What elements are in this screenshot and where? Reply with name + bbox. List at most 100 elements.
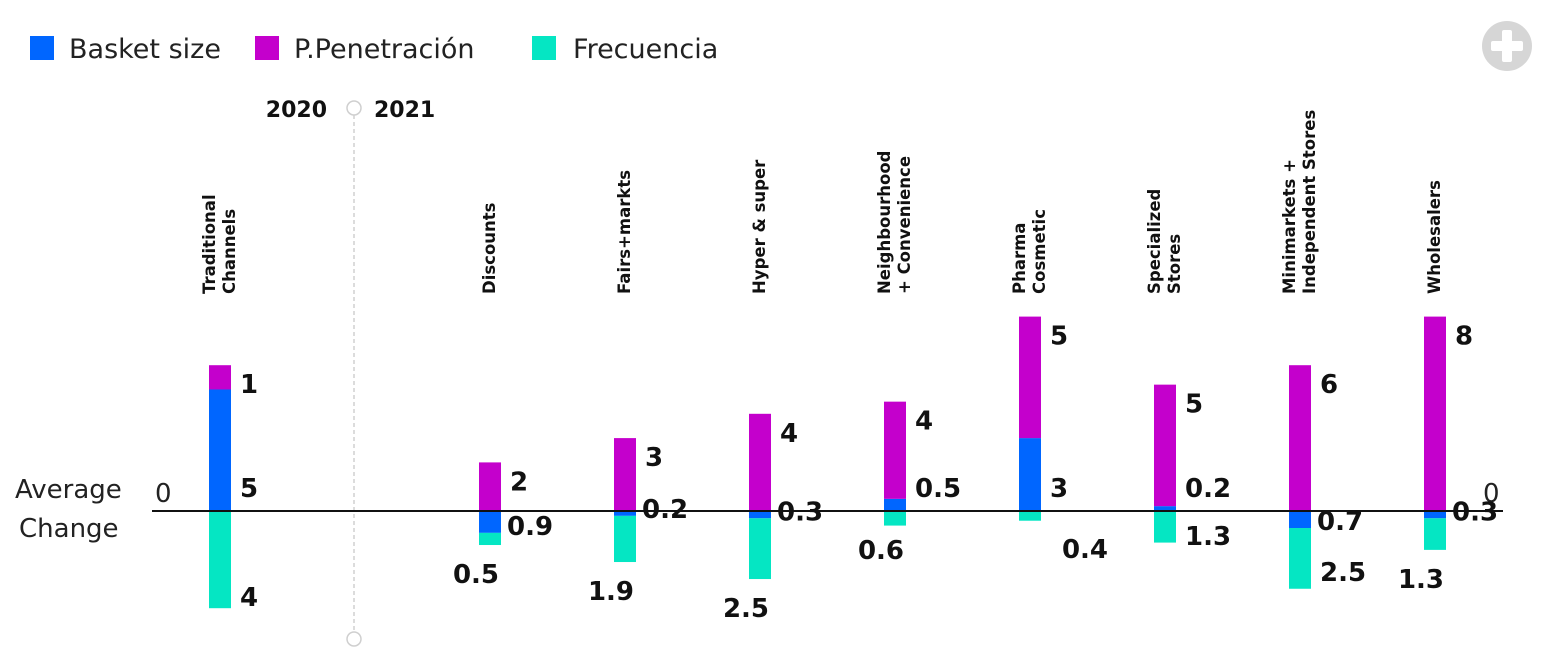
bar-basket-fairs-markts [614, 511, 636, 516]
category-label-traditional-channels: TraditionalChannels [200, 194, 239, 294]
category-traditional-channels[interactable]: TraditionalChannels 1 5 4 [200, 194, 258, 613]
value-label-penetration-wholesalers: 8 [1455, 322, 1473, 352]
value-label-basket-neighbourhood-convenience: 0.5 [915, 474, 961, 504]
category-wholesalers[interactable]: Wholesalers 8 0.3 1.3 [1398, 180, 1498, 595]
bar-penetration-neighbourhood-convenience [884, 401, 906, 499]
value-label-penetration-specialized-stores: 5 [1185, 390, 1203, 420]
value-label-frequency-wholesalers: 1.3 [1398, 565, 1444, 595]
value-label-penetration-fairs-markts: 3 [645, 443, 663, 473]
category-minimarkets-independent-stores[interactable]: Minimarkets +Independent Stores 6 0.7 2.5 [1280, 110, 1366, 589]
year-label-2020: 2020 [266, 98, 327, 123]
bar-frequency-pharma-cosmetic [1019, 511, 1041, 521]
zero-label-left: 0 [155, 479, 172, 509]
category-hyper-super[interactable]: Hyper & super 4 0.3 2.5 [723, 159, 823, 624]
category-label-wholesalers: Wholesalers [1425, 180, 1444, 294]
value-label-penetration-minimarkets-independent-stores: 6 [1320, 370, 1338, 400]
category-label-line: Channels [220, 209, 239, 294]
value-label-frequency-hyper-super: 2.5 [723, 594, 769, 624]
value-label-basket-hyper-super: 0.3 [777, 497, 823, 527]
value-label-frequency-traditional-channels: 4 [240, 583, 258, 613]
category-label-line: Minimarkets + [1280, 159, 1299, 294]
bar-frequency-fairs-markts [614, 515, 636, 563]
value-label-penetration-neighbourhood-convenience: 4 [915, 407, 933, 437]
category-label-fairs-markts: Fairs+markts [615, 170, 634, 294]
value-label-frequency-specialized-stores: 1.3 [1185, 522, 1231, 552]
bar-basket-minimarkets-independent-stores [1289, 511, 1311, 529]
bar-frequency-wholesalers [1424, 518, 1446, 550]
y-axis-label-line1: Average [15, 475, 122, 505]
expand-button[interactable] [1482, 21, 1532, 71]
category-label-line: Specialized [1145, 189, 1164, 294]
year-label-2021: 2021 [374, 98, 435, 123]
y-axis-label-line2: Change [19, 514, 119, 544]
legend-item-frequency[interactable]: Frecuencia [532, 34, 718, 65]
legend-label-basket-size: Basket size [69, 34, 221, 65]
value-label-basket-minimarkets-independent-stores: 0.7 [1317, 507, 1363, 537]
category-label-line: Independent Stores [1300, 110, 1319, 294]
value-label-basket-discounts: 0.9 [507, 512, 553, 542]
category-label-line: Cosmetic [1030, 209, 1049, 294]
bar-frequency-neighbourhood-convenience [884, 511, 906, 526]
zero-label-right: 0 [1483, 479, 1500, 509]
value-label-penetration-hyper-super: 4 [780, 419, 798, 449]
legend-swatch-frequency [532, 36, 556, 60]
category-label-line: Wholesalers [1425, 180, 1444, 294]
category-label-specialized-stores: SpecializedStores [1145, 189, 1184, 294]
bar-penetration-wholesalers [1424, 316, 1446, 511]
bars-layer: TraditionalChannels 1 5 4 Discounts 2 0.9 0.5 Fa… [200, 110, 1498, 624]
bar-frequency-specialized-stores [1154, 511, 1176, 543]
category-label-pharma-cosmetic: PharmaCosmetic [1010, 209, 1049, 294]
bar-penetration-fairs-markts [614, 438, 636, 511]
bar-basket-hyper-super [749, 511, 771, 519]
bar-penetration-hyper-super [749, 413, 771, 511]
value-label-basket-traditional-channels: 5 [240, 474, 258, 504]
value-label-basket-pharma-cosmetic: 3 [1050, 474, 1068, 504]
bar-penetration-pharma-cosmetic [1019, 316, 1041, 439]
category-discounts[interactable]: Discounts 2 0.9 0.5 [453, 202, 553, 590]
legend-label-frequency: Frecuencia [573, 34, 718, 65]
category-label-hyper-super: Hyper & super [750, 159, 769, 294]
category-label-line: Discounts [480, 202, 499, 294]
divider-handle-bottom[interactable] [346, 631, 362, 647]
value-label-frequency-fairs-markts: 1.9 [588, 577, 634, 607]
category-label-minimarkets-independent-stores: Minimarkets +Independent Stores [1280, 110, 1319, 294]
value-label-frequency-minimarkets-independent-stores: 2.5 [1320, 558, 1366, 588]
value-label-penetration-pharma-cosmetic: 5 [1050, 322, 1068, 352]
legend-item-basket-size[interactable]: Basket size [30, 34, 221, 65]
category-neighbourhood-convenience[interactable]: Neighbourhood+ Convenience 4 0.5 0.6 [858, 151, 961, 566]
category-fairs-markts[interactable]: Fairs+markts 3 0.2 1.9 [588, 170, 688, 607]
bar-basket-specialized-stores [1154, 506, 1176, 511]
bar-basket-pharma-cosmetic [1019, 438, 1041, 511]
category-label-line: Hyper & super [750, 159, 769, 294]
bar-penetration-minimarkets-independent-stores [1289, 365, 1311, 511]
bar-basket-wholesalers [1424, 511, 1446, 519]
bar-frequency-minimarkets-independent-stores [1289, 528, 1311, 589]
legend-item-penetration[interactable]: P.Penetración [255, 34, 475, 65]
category-label-neighbourhood-convenience: Neighbourhood+ Convenience [875, 151, 914, 294]
category-label-line: Traditional [200, 194, 219, 294]
divider-handle-top[interactable] [346, 100, 362, 116]
legend-swatch-basket-size [30, 36, 54, 60]
year-divider: 2020 2021 [266, 98, 435, 647]
plus-icon-vertical [1502, 30, 1512, 62]
bar-basket-traditional-channels [209, 389, 231, 511]
legend-label-penetration: P.Penetración [294, 34, 475, 65]
value-label-frequency-pharma-cosmetic: 0.4 [1062, 535, 1108, 565]
bar-penetration-traditional-channels [209, 365, 231, 390]
category-label-line: Pharma [1010, 223, 1029, 294]
bar-basket-discounts [479, 511, 501, 533]
category-specialized-stores[interactable]: SpecializedStores 5 0.2 1.3 [1145, 189, 1231, 552]
category-label-line: Fairs+markts [615, 170, 634, 294]
value-label-basket-fairs-markts: 0.2 [642, 495, 688, 525]
value-label-penetration-discounts: 2 [510, 467, 528, 497]
legend-swatch-penetration [255, 36, 279, 60]
legend: Basket size P.Penetración Frecuencia [30, 34, 718, 65]
category-label-line: Neighbourhood [875, 151, 894, 294]
bar-penetration-specialized-stores [1154, 384, 1176, 507]
bar-basket-neighbourhood-convenience [884, 498, 906, 511]
value-label-frequency-discounts: 0.5 [453, 560, 499, 590]
bar-frequency-hyper-super [749, 518, 771, 580]
category-label-line: + Convenience [895, 156, 914, 294]
